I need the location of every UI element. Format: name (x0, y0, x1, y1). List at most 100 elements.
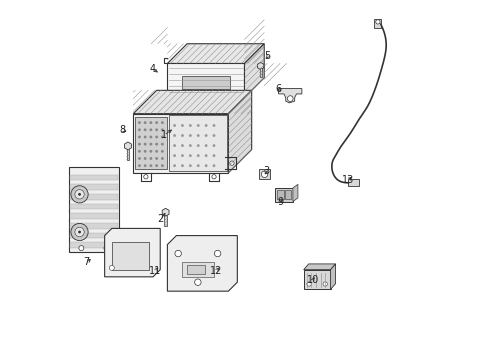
Circle shape (323, 282, 326, 286)
Circle shape (155, 129, 158, 131)
Circle shape (149, 157, 152, 160)
Circle shape (79, 246, 83, 251)
Polygon shape (244, 44, 264, 98)
Circle shape (173, 144, 176, 147)
Bar (182, 76, 230, 89)
Circle shape (212, 134, 215, 137)
Polygon shape (330, 264, 335, 289)
Text: 3: 3 (263, 166, 268, 176)
Circle shape (78, 230, 81, 233)
Circle shape (138, 121, 141, 124)
Circle shape (143, 135, 146, 138)
Circle shape (204, 124, 207, 127)
Circle shape (143, 129, 146, 131)
Circle shape (104, 246, 109, 251)
Bar (285, 190, 290, 199)
Polygon shape (292, 184, 297, 202)
Circle shape (181, 124, 183, 127)
Text: 2: 2 (157, 215, 163, 224)
Circle shape (138, 135, 141, 138)
Circle shape (143, 157, 146, 160)
Circle shape (155, 157, 158, 160)
Circle shape (188, 124, 191, 127)
Circle shape (261, 171, 267, 177)
Circle shape (214, 250, 221, 257)
Text: 11: 11 (148, 266, 161, 276)
Bar (169, 116, 226, 171)
Circle shape (143, 175, 148, 179)
Circle shape (149, 121, 152, 124)
Circle shape (212, 154, 215, 157)
Text: 10: 10 (306, 275, 318, 285)
Circle shape (204, 134, 207, 137)
Text: 8: 8 (119, 125, 125, 135)
Bar (259, 68, 261, 77)
Text: 7: 7 (83, 257, 90, 267)
Text: 5: 5 (264, 51, 270, 61)
Polygon shape (278, 89, 301, 103)
Circle shape (71, 224, 88, 240)
Circle shape (181, 134, 183, 137)
Text: 12: 12 (209, 266, 222, 276)
Bar (373, 19, 381, 28)
Bar (182, 262, 214, 277)
Text: 9: 9 (277, 197, 283, 207)
Circle shape (143, 121, 146, 124)
Circle shape (229, 161, 234, 165)
Polygon shape (124, 142, 131, 150)
Circle shape (287, 96, 292, 102)
Circle shape (161, 164, 163, 167)
Circle shape (161, 150, 163, 153)
Polygon shape (133, 90, 251, 114)
Circle shape (149, 143, 152, 145)
Circle shape (149, 135, 152, 138)
Circle shape (212, 124, 215, 127)
Bar (164, 215, 167, 226)
Circle shape (212, 144, 215, 147)
Circle shape (149, 150, 152, 153)
Circle shape (138, 164, 141, 167)
Polygon shape (167, 63, 244, 98)
Circle shape (143, 150, 146, 153)
Circle shape (161, 129, 163, 131)
Circle shape (175, 250, 181, 257)
Bar (274, 188, 292, 202)
Circle shape (138, 157, 141, 160)
Polygon shape (167, 44, 264, 63)
Circle shape (161, 143, 163, 145)
Bar (70, 233, 117, 238)
Circle shape (161, 121, 163, 124)
Circle shape (375, 20, 379, 24)
Circle shape (204, 164, 207, 167)
Circle shape (306, 282, 310, 286)
Circle shape (138, 150, 141, 153)
Circle shape (212, 164, 215, 167)
Bar (303, 270, 330, 289)
Circle shape (143, 164, 146, 167)
Bar (70, 223, 117, 229)
Polygon shape (133, 114, 228, 173)
Circle shape (109, 265, 114, 270)
Polygon shape (104, 228, 160, 277)
Circle shape (161, 157, 163, 160)
Circle shape (188, 144, 191, 147)
Circle shape (149, 129, 152, 131)
Circle shape (155, 135, 158, 138)
Circle shape (204, 144, 207, 147)
Text: 1: 1 (161, 130, 166, 140)
Circle shape (75, 227, 84, 237)
Circle shape (155, 121, 158, 124)
Bar (187, 265, 204, 274)
Circle shape (204, 154, 207, 157)
Circle shape (155, 143, 158, 145)
Circle shape (161, 135, 163, 138)
Circle shape (138, 143, 141, 145)
Circle shape (155, 150, 158, 153)
Circle shape (143, 143, 146, 145)
Circle shape (188, 134, 191, 137)
Circle shape (196, 144, 199, 147)
Circle shape (196, 134, 199, 137)
Polygon shape (167, 235, 237, 291)
Circle shape (196, 164, 199, 167)
Circle shape (155, 164, 158, 167)
